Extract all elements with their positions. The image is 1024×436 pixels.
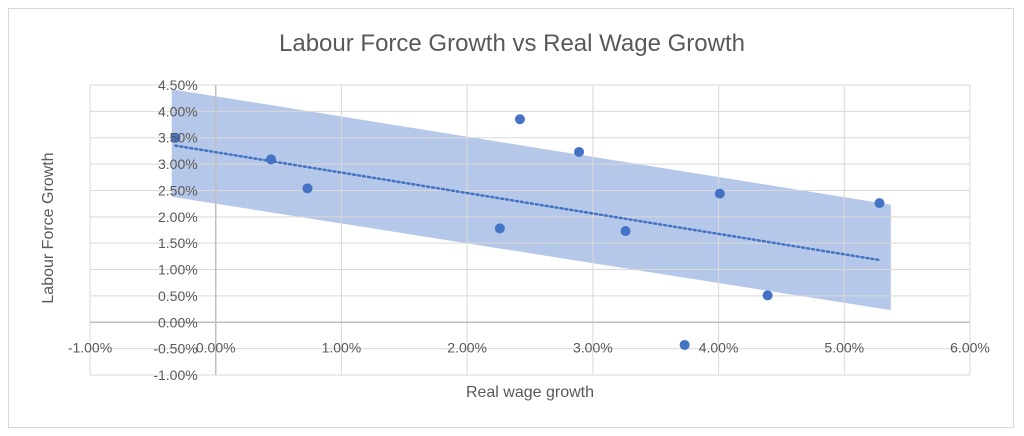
data-point xyxy=(266,154,277,165)
y-tick-label: 2.00% xyxy=(158,209,198,225)
y-tick-label: 3.50% xyxy=(158,130,198,146)
trendline-layer xyxy=(174,144,881,262)
y-tick-label: 0.00% xyxy=(158,314,198,330)
chart-title: Labour Force Growth vs Real Wage Growth xyxy=(279,30,745,57)
y-tick-label: -0.50% xyxy=(153,341,197,357)
y-tick-label: 3.00% xyxy=(158,156,198,172)
data-point xyxy=(714,188,725,199)
y-tick-label: 1.00% xyxy=(158,262,198,278)
data-point xyxy=(679,339,690,350)
x-tick-label: 1.00% xyxy=(322,339,362,355)
data-point xyxy=(494,223,505,234)
data-point xyxy=(574,146,585,157)
y-tick-label: -1.00% xyxy=(153,367,197,383)
trendline xyxy=(174,144,881,262)
data-point xyxy=(620,226,631,237)
data-point xyxy=(762,290,773,301)
y-tick-label: 4.00% xyxy=(158,103,198,119)
x-tick-label: -1.00% xyxy=(68,339,112,355)
x-tick-labels: -1.00% 0.00% 1.00% 2.00% 3.00% 4.00% 5.00% 6.00… xyxy=(68,339,990,355)
gridlines xyxy=(89,84,971,376)
y-tick-label: 4.50% xyxy=(158,77,198,93)
y-tick-labels: -1.00% -0.50% 0.00% 0.50% 1.00% 1.50% 2.00% 2.5… xyxy=(153,77,197,383)
y-tick-label: 2.50% xyxy=(158,182,198,198)
x-axis-title: Real wage growth xyxy=(466,384,594,401)
zero-axes xyxy=(90,85,970,375)
confidence-band-layer xyxy=(171,89,891,311)
x-tick-label: 4.00% xyxy=(699,339,739,355)
x-tick-label: 6.00% xyxy=(950,339,990,355)
data-point xyxy=(514,114,525,125)
confidence-band xyxy=(171,89,891,311)
data-point xyxy=(170,132,181,143)
data-points xyxy=(170,114,885,350)
x-tick-label: 2.00% xyxy=(447,339,487,355)
x-tick-label: 5.00% xyxy=(824,339,864,355)
data-point xyxy=(874,198,885,209)
y-tick-label: 0.50% xyxy=(158,288,198,304)
y-axis-title: Labour Force Growth xyxy=(40,152,57,303)
x-tick-label: 3.00% xyxy=(573,339,613,355)
data-point xyxy=(302,183,313,194)
x-tick-label: 0.00% xyxy=(196,339,236,355)
y-tick-label: 1.50% xyxy=(158,235,198,251)
